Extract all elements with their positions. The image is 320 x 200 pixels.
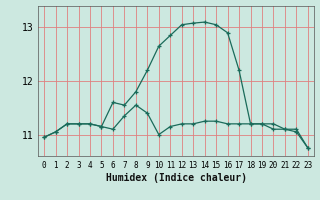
X-axis label: Humidex (Indice chaleur): Humidex (Indice chaleur)	[106, 173, 246, 183]
